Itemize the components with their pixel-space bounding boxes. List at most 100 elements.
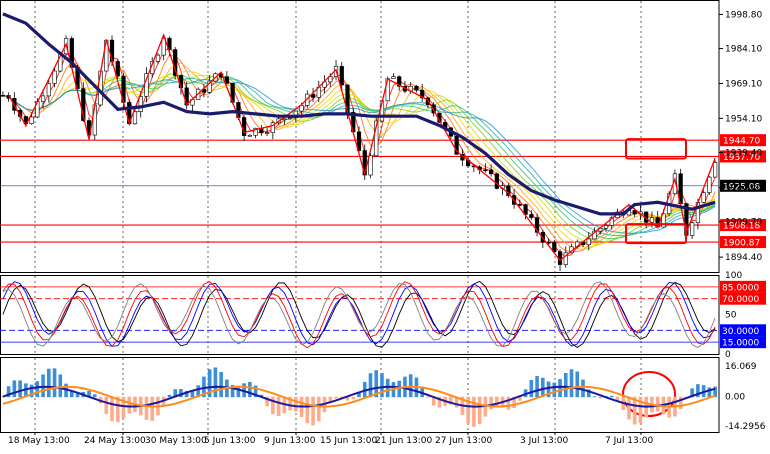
macd-histogram-bar — [248, 381, 252, 398]
level-price-label: 1900.87 — [720, 236, 766, 249]
level-price-box — [720, 219, 766, 232]
candle-body — [161, 37, 166, 56]
macd-histogram-bar — [437, 396, 442, 408]
level-price-box — [720, 236, 766, 249]
macd-histogram-bar — [167, 394, 172, 398]
macd-histogram-bar — [41, 374, 45, 398]
macd-histogram-bar — [696, 384, 700, 398]
y-tick-label: 1954.10 — [725, 114, 762, 124]
level-price-label: 1908.18 — [720, 219, 766, 232]
y-tick-label: 1909.70 — [725, 218, 762, 228]
macd-histogram-bar — [495, 396, 499, 407]
candle-body — [46, 83, 51, 97]
stoch-line — [2, 281, 716, 347]
macd-histogram-bar — [690, 388, 694, 398]
candle-body — [207, 80, 212, 93]
macd-histogram-bar — [408, 374, 413, 398]
candle-body — [517, 204, 522, 206]
macd-histogram-bar — [552, 382, 557, 398]
moving-average-line — [2, 12, 716, 216]
macd-histogram-bar — [558, 379, 562, 398]
candle-body — [391, 76, 396, 80]
candle-body — [155, 54, 161, 62]
level-price-box — [720, 179, 766, 192]
candle-body — [523, 204, 528, 215]
macd-histogram-bar — [506, 396, 511, 410]
macd-histogram-bar — [115, 396, 120, 423]
stoch-level-text: 15.0000 — [722, 339, 759, 349]
candle-body — [310, 93, 316, 98]
stoch-tick-label: 100 — [725, 271, 742, 281]
candle-body — [52, 70, 57, 84]
macd-histogram-bar — [236, 385, 241, 398]
stoch-level-label: 70.0000 — [720, 292, 766, 305]
candle-body — [483, 169, 488, 172]
macd-histogram-bar — [586, 389, 591, 398]
macd-histogram-bar — [512, 396, 516, 409]
macd-histogram-bar — [575, 371, 580, 398]
macd-histogram-bar — [6, 386, 11, 398]
macd-histogram-bar — [230, 385, 235, 398]
candle-body — [115, 61, 120, 77]
macd-histogram-bar — [632, 396, 637, 425]
macd-histogram-bar — [305, 396, 310, 424]
macd-histogram-bar — [179, 388, 183, 398]
candle-body — [431, 104, 436, 114]
macd-histogram-bar — [535, 376, 539, 398]
level-price-label: 1925.08 — [720, 179, 766, 192]
macd-histogram-bar — [110, 396, 114, 422]
y-tick-label: 1924.40 — [725, 183, 762, 193]
candle-body — [420, 89, 425, 99]
stoch-tick-label: 0 — [725, 350, 731, 360]
y-tick-label: 1969.10 — [725, 79, 762, 89]
macd-histogram-bar — [265, 396, 269, 407]
macd-histogram-bar — [294, 396, 298, 412]
candle-body — [454, 135, 459, 155]
candle-body — [494, 173, 499, 189]
stoch-level-text: 85.0000 — [722, 283, 759, 293]
stoch-line — [2, 281, 716, 349]
stoch-level-label: 30.0000 — [720, 324, 766, 337]
macd-histogram-bar — [202, 376, 206, 398]
macd-histogram-bar — [374, 370, 379, 398]
macd-histogram-bar — [546, 381, 551, 398]
macd-histogram-bar — [615, 396, 620, 401]
candle-body — [224, 76, 229, 84]
stoch-level-text: 70.0000 — [722, 295, 759, 305]
candle-body — [534, 217, 540, 233]
macd-histogram-bar — [104, 396, 109, 414]
candle-body — [707, 176, 712, 193]
macd-histogram-bar — [477, 396, 482, 424]
macd-histogram-bar — [431, 396, 436, 406]
candle-body — [282, 118, 287, 121]
macd-histogram-bar — [518, 396, 522, 401]
level-price-box — [720, 150, 766, 163]
x-tick-label: 27 Jun 13:00 — [435, 436, 492, 446]
macd-histogram-bar — [311, 396, 315, 426]
y-tick-label: 1998.80 — [725, 10, 762, 20]
candle-body — [661, 213, 666, 228]
candle-body — [701, 192, 706, 203]
level-price-text: 1925.08 — [723, 182, 760, 192]
macd-histogram-bar — [368, 373, 373, 398]
macd-histogram-bar — [328, 396, 333, 404]
stoch-line — [2, 281, 716, 349]
macd-histogram-bar — [397, 380, 402, 398]
macd-histogram-bar — [213, 367, 218, 398]
macd-histogram-bar — [592, 396, 597, 398]
candle-body — [397, 76, 402, 87]
level-price-text: 1900.87 — [723, 239, 760, 249]
macd-histogram-bar — [598, 396, 603, 399]
macd-histogram-bar — [454, 396, 459, 408]
macd-histogram-bar — [190, 390, 195, 398]
x-tick-label: 15 Jun 13:00 — [320, 436, 377, 446]
candle-body — [328, 76, 333, 83]
x-tick-label: 7 Jul 13:00 — [605, 436, 654, 446]
candle-body — [81, 88, 86, 121]
candle-body — [339, 66, 344, 86]
candle-body — [529, 214, 534, 218]
macd-histogram-bar — [529, 379, 534, 398]
macd-histogram-bar — [385, 378, 390, 398]
macd-histogram-bar — [29, 384, 34, 398]
